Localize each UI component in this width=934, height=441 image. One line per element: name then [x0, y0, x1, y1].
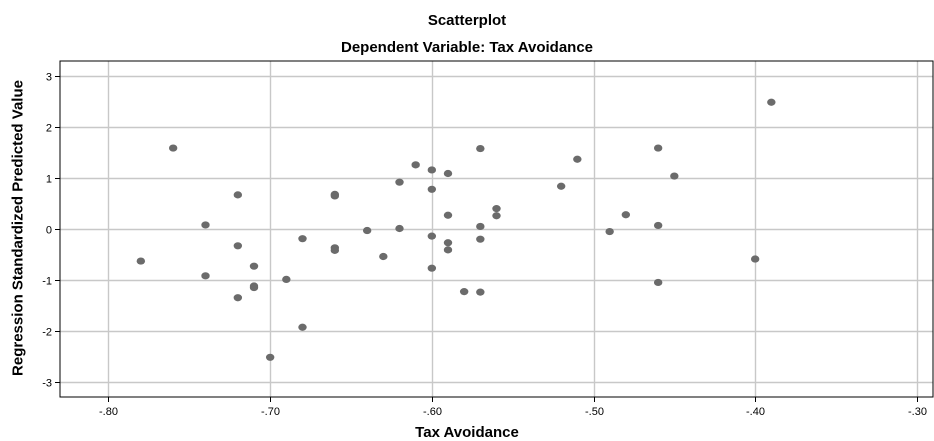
data-point	[427, 185, 437, 193]
y-tick-label: -2	[42, 327, 52, 339]
data-point	[556, 182, 566, 190]
data-point	[670, 172, 679, 180]
data-point	[201, 272, 210, 280]
data-point	[443, 246, 453, 254]
data-point	[653, 278, 663, 287]
data-point	[476, 235, 485, 243]
x-tick-label: -.40	[746, 406, 765, 418]
y-tick-label: 0	[46, 225, 52, 237]
data-point	[476, 144, 485, 153]
y-tick-label: 1	[46, 174, 52, 186]
data-point	[476, 288, 485, 296]
x-tick-label: -.50	[585, 406, 604, 418]
data-point	[573, 155, 582, 163]
data-point	[750, 255, 760, 263]
data-point	[427, 264, 437, 272]
axis-layer: -.80 -.70 -.60 -.50 -.40 -.30 3 2 1 0 -1 -2 -3	[42, 60, 934, 418]
y-tick-label: 2	[46, 123, 52, 135]
chart-subtitle: Dependent Variable: Tax Avoidance	[340, 39, 594, 56]
data-point	[443, 239, 453, 247]
data-point	[459, 288, 469, 296]
data-point	[233, 294, 243, 302]
data-point	[282, 275, 291, 283]
y-tick-label: -3	[42, 378, 52, 390]
data-point	[443, 169, 453, 178]
data-point	[395, 178, 404, 186]
y-tick-label: -1	[42, 276, 52, 288]
data-point	[362, 226, 372, 235]
data-point	[427, 166, 437, 174]
data-point	[395, 224, 404, 233]
x-tick-label: -.30	[908, 406, 927, 418]
data-point	[298, 323, 307, 331]
data-point	[168, 144, 178, 152]
data-point	[136, 257, 146, 265]
x-tick-label: -.70	[261, 406, 280, 418]
data-point	[653, 144, 663, 152]
data-point	[621, 211, 631, 219]
grid-layer	[60, 61, 933, 397]
x-tick-label: -.80	[99, 406, 118, 418]
data-point	[249, 283, 259, 292]
data-point	[265, 353, 275, 361]
x-tick-label: -.60	[423, 406, 442, 418]
data-point	[605, 227, 614, 236]
data-point	[330, 190, 340, 198]
data-point	[330, 246, 340, 254]
data-point	[233, 191, 243, 199]
point-layer	[136, 98, 776, 361]
data-point	[379, 252, 388, 261]
data-point	[298, 235, 307, 243]
data-point	[767, 98, 776, 106]
data-point	[201, 221, 210, 229]
data-point	[492, 212, 501, 220]
data-point	[476, 222, 485, 231]
data-point	[492, 205, 501, 213]
data-point	[233, 242, 243, 250]
y-tick-label: 3	[46, 72, 52, 84]
data-point	[411, 161, 420, 169]
data-point	[427, 232, 437, 240]
x-axis-label: Tax Avoidance	[415, 424, 519, 441]
data-point	[443, 211, 453, 219]
chart-title: Scatterplot	[427, 12, 507, 29]
data-point	[653, 221, 663, 230]
data-point	[249, 262, 259, 270]
